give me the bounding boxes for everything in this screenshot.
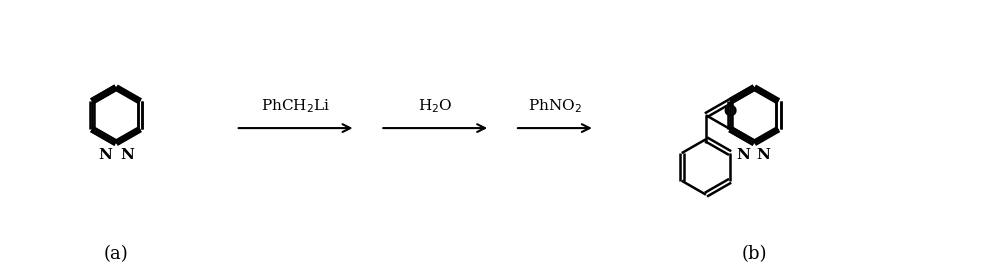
Text: PhNO$_2$: PhNO$_2$ — [528, 97, 582, 115]
Text: (b): (b) — [742, 245, 767, 263]
Text: PhCH$_2$Li: PhCH$_2$Li — [261, 97, 330, 115]
Text: O: O — [723, 105, 737, 119]
Text: H$_2$O: H$_2$O — [418, 97, 452, 115]
Text: N: N — [98, 148, 112, 162]
Text: N: N — [736, 148, 750, 162]
Text: (a): (a) — [104, 245, 128, 263]
Text: N: N — [756, 148, 770, 162]
Text: N: N — [120, 148, 134, 162]
